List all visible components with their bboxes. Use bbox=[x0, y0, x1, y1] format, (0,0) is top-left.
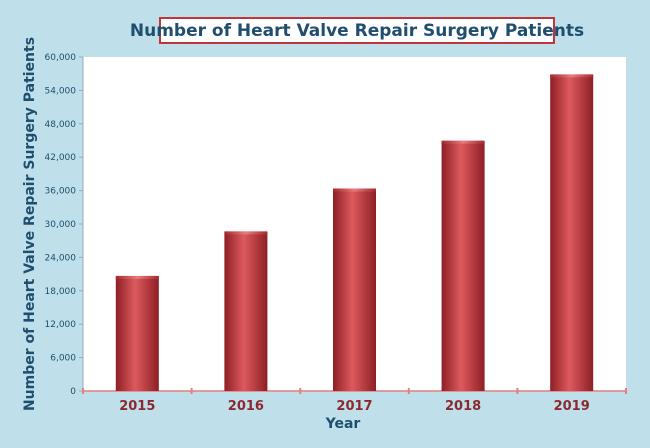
x-tick-label-2016: 2016 bbox=[228, 399, 264, 414]
x-axis-title: Year bbox=[325, 416, 361, 432]
y-tick-label: 6,000 bbox=[50, 354, 76, 364]
bar-top-2019 bbox=[550, 74, 594, 78]
y-tick-label: 42,000 bbox=[45, 153, 77, 163]
y-tick-label: 54,000 bbox=[45, 86, 77, 96]
y-tick-label: 18,000 bbox=[45, 287, 77, 297]
y-axis-title: Number of Heart Valve Repair Surgery Pat… bbox=[22, 37, 38, 411]
bar-2019 bbox=[550, 75, 594, 392]
chart-title: Number of Heart Valve Repair Surgery Pat… bbox=[130, 17, 584, 44]
y-tick-label: 0 bbox=[70, 387, 76, 397]
bar-2017 bbox=[333, 189, 376, 391]
x-tick-label-2018: 2018 bbox=[445, 399, 481, 414]
bar-top-2016 bbox=[224, 231, 268, 235]
y-tick-label: 30,000 bbox=[45, 220, 77, 230]
x-tick-label-2019: 2019 bbox=[554, 399, 590, 414]
y-tick-label: 24,000 bbox=[45, 253, 77, 263]
y-tick-label: 48,000 bbox=[45, 120, 77, 130]
bar-top-2017 bbox=[333, 188, 376, 192]
bar-top-2015 bbox=[115, 275, 159, 279]
x-tick-label-2017: 2017 bbox=[336, 399, 372, 414]
y-tick-label: 12,000 bbox=[45, 320, 77, 330]
bar-2016 bbox=[224, 232, 268, 391]
x-tick-label-2015: 2015 bbox=[119, 399, 155, 414]
bar-top-2018 bbox=[441, 140, 485, 144]
bar-2018 bbox=[441, 141, 485, 391]
bar-2015 bbox=[115, 276, 159, 391]
y-tick-label: 60,000 bbox=[45, 53, 77, 63]
y-tick-label: 36,000 bbox=[45, 187, 77, 197]
